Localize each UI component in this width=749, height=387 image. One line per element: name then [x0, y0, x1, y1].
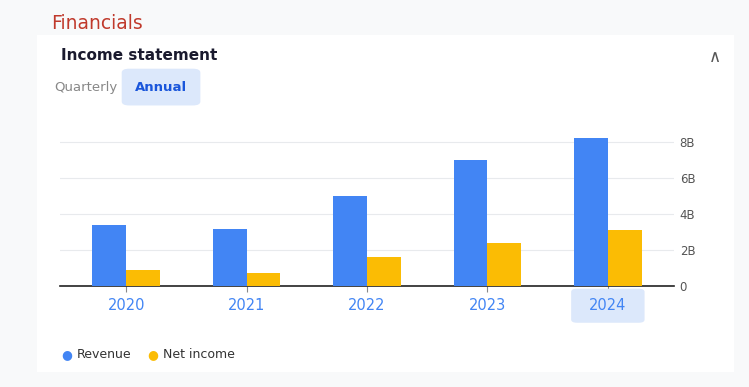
Text: Income statement: Income statement	[61, 48, 218, 63]
Text: 2021: 2021	[228, 298, 265, 313]
Bar	[608, 230, 642, 286]
Bar	[333, 196, 367, 286]
Bar	[367, 257, 401, 286]
Text: Quarterly: Quarterly	[55, 80, 118, 94]
Text: Net income: Net income	[163, 348, 234, 361]
Text: 2023: 2023	[469, 298, 506, 313]
Bar	[126, 270, 160, 286]
Text: 2024: 2024	[589, 298, 627, 313]
Text: ∧: ∧	[709, 48, 721, 67]
Bar	[488, 243, 521, 286]
Text: Financials: Financials	[51, 14, 142, 33]
Bar	[92, 225, 126, 286]
FancyBboxPatch shape	[28, 31, 743, 376]
Text: Revenue: Revenue	[76, 348, 131, 361]
Text: 2022: 2022	[348, 298, 386, 313]
Bar	[574, 138, 608, 286]
Text: ●: ●	[61, 348, 73, 361]
Text: 2020: 2020	[107, 298, 145, 313]
Bar	[454, 160, 488, 286]
Bar	[213, 229, 246, 286]
Text: Annual: Annual	[135, 80, 187, 94]
Text: ●: ●	[148, 348, 159, 361]
Bar	[246, 273, 280, 286]
